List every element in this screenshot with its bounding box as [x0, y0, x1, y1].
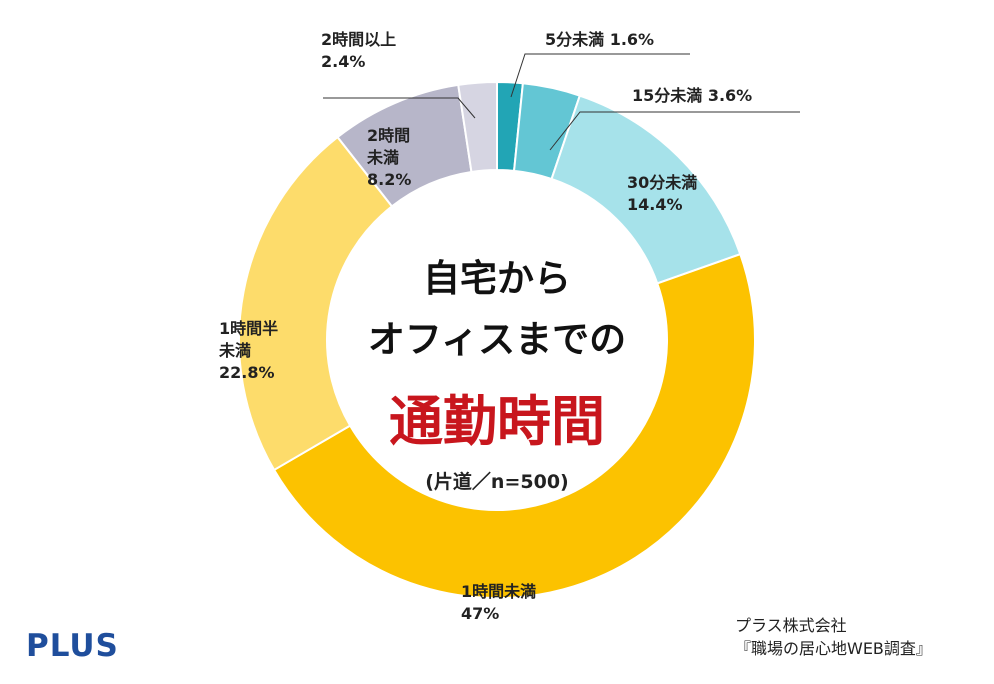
center-title-accent: 通勤時間 — [389, 390, 605, 453]
center-title-line-1: 自宅から — [423, 257, 571, 300]
donut-slice — [457, 80, 498, 174]
leader-line — [549, 111, 800, 151]
center-subtitle: (片道／n=500) — [425, 470, 568, 493]
slice-label: 1時間未満 47% — [461, 582, 536, 623]
slice-label: 1時間半未満 22.8% — [218, 319, 278, 382]
leader-line — [323, 97, 476, 119]
source-company: プラス株式会社 — [735, 616, 847, 635]
leader-line — [510, 53, 690, 98]
slice-labels: 5分未満 1.6% 15分未満 3.6% 30分未満 14.4% 1時間未満 47% 1時間… — [218, 30, 752, 623]
plus-logo: PLUS — [26, 628, 119, 664]
donut-slice — [238, 135, 394, 472]
slice-label: 5分未満 1.6% — [545, 30, 654, 49]
label-leader-lines — [323, 53, 800, 151]
donut-slices — [238, 80, 756, 599]
slice-label: 2時間以上 2.4% — [321, 30, 396, 71]
donut-slice — [272, 252, 756, 599]
center-title-line-2: オフィスまでの — [368, 318, 626, 361]
slice-label: 2時間未満 8.2% — [366, 126, 411, 189]
slice-label: 15分未満 3.6% — [632, 86, 752, 105]
source-credit: プラス株式会社 『職場の居心地WEB調査』 — [735, 614, 932, 660]
center-title-block: 自宅から オフィスまでの 通勤時間 (片道／n=500) — [368, 257, 626, 493]
slice-label: 30分未満 14.4% — [627, 173, 697, 214]
source-survey: 『職場の居心地WEB調査』 — [735, 639, 932, 658]
